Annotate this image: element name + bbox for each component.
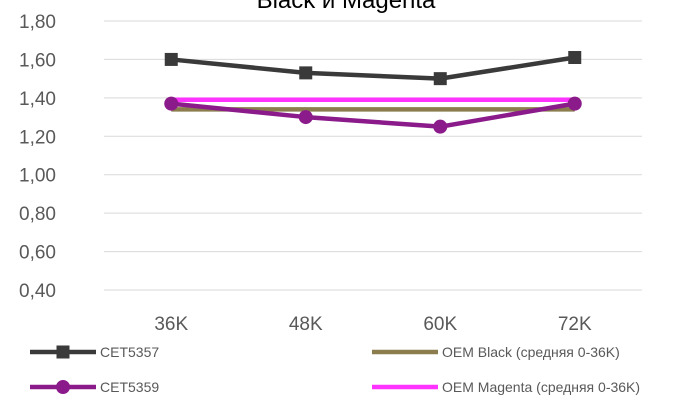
x-tick-label: 60K (423, 314, 457, 335)
y-tick-label: 1,20 (19, 127, 56, 148)
legend-marker (56, 345, 70, 359)
y-tick-label: 1,80 (19, 12, 56, 33)
series-cet5357 (164, 51, 582, 86)
y-tick-label: 1,60 (19, 50, 56, 71)
legend-entry: CET5359 (30, 379, 159, 395)
series-cet5359 (164, 96, 582, 134)
y-tick-label: 1,00 (19, 166, 56, 187)
x-tick-label: 72K (558, 314, 592, 335)
data-point-marker (164, 96, 179, 111)
legend-entry: OEM Black (средняя 0-36K) (372, 344, 620, 360)
data-point-marker (568, 51, 582, 65)
data-point-marker (299, 66, 313, 80)
legend-label: OEM Black (средняя 0-36K) (442, 344, 620, 360)
y-axis-tick-labels: 0,40 0,60 0,80 1,00 1,20 1,40 1,60 1,80 (19, 12, 56, 302)
y-tick-label: 1,40 (19, 89, 56, 110)
legend-label: CET5359 (100, 379, 159, 395)
legend-label: OEM Magenta (средняя 0-36K) (442, 379, 640, 395)
legend-entry: CET5357 (30, 344, 159, 360)
x-tick-label: 48K (289, 314, 323, 335)
legend-entry: OEM Magenta (средняя 0-36K) (372, 379, 640, 395)
x-tick-label: 36K (154, 314, 188, 335)
x-axis-tick-labels: 36K 48K 60K 72K (154, 314, 592, 335)
data-point-marker (433, 119, 448, 134)
legend: CET5357 OEM Black (средняя 0-36K) CET5359 O… (30, 344, 640, 395)
y-tick-label: 0,40 (19, 281, 56, 302)
series-lines (164, 51, 582, 134)
data-point-marker (298, 110, 313, 125)
legend-marker (56, 380, 70, 394)
data-point-marker (567, 96, 582, 111)
data-point-marker (164, 52, 178, 66)
data-point-marker (433, 72, 447, 86)
series-line (171, 55, 576, 81)
legend-label: CET5357 (100, 344, 159, 360)
chart-title: Black и Magenta (257, 0, 436, 14)
y-tick-label: 0,80 (19, 204, 56, 225)
y-tick-label: 0,60 (19, 243, 56, 264)
series-line (171, 101, 576, 129)
